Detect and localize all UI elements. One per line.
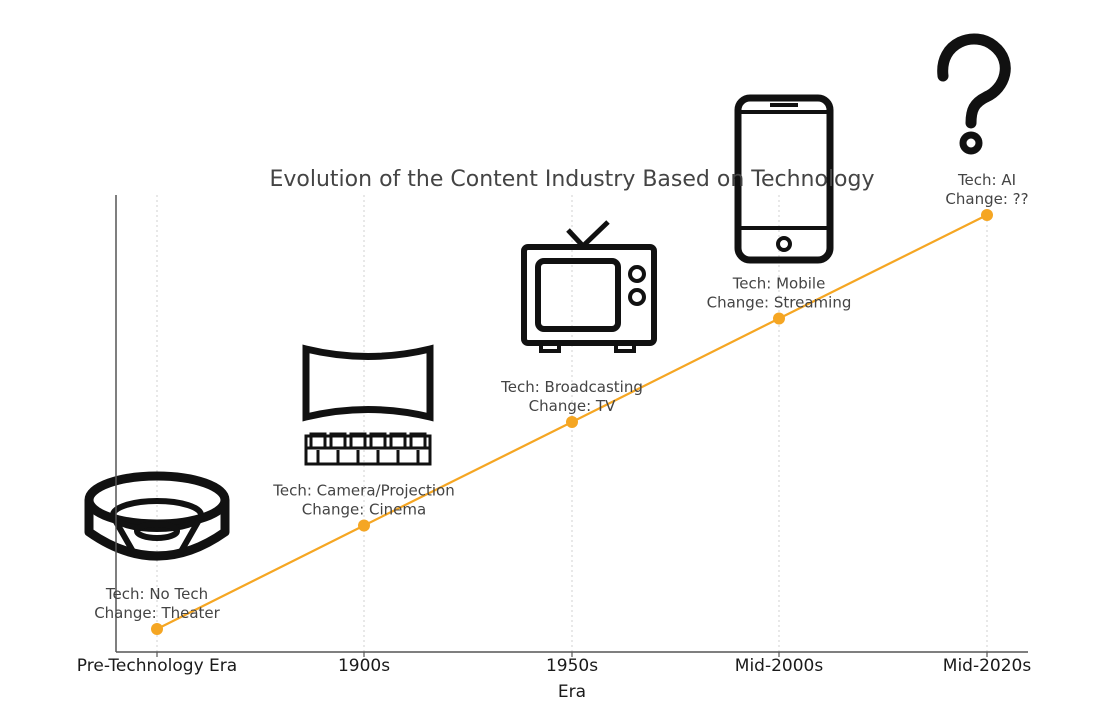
plot-area xyxy=(151,209,993,635)
x-tick-label: Mid-2020s xyxy=(943,656,1032,676)
question-mark-icon xyxy=(937,33,1011,155)
annotation-tech: Tech: No Tech xyxy=(105,585,208,603)
data-point xyxy=(773,312,785,325)
data-point xyxy=(566,416,578,428)
x-axis-label: Era xyxy=(558,682,586,702)
annotation-change: Change: Cinema xyxy=(302,501,426,519)
labels-layer: Evolution of the Content Industry Based … xyxy=(77,167,1032,702)
annotation-change: Change: Streaming xyxy=(707,294,852,312)
cinema-icon xyxy=(302,344,434,466)
data-point xyxy=(981,209,993,221)
axes xyxy=(115,195,1028,653)
smartphone-icon xyxy=(734,94,834,264)
theater-icon xyxy=(84,471,230,561)
annotation-tech: Tech: Broadcasting xyxy=(500,378,643,396)
annotation-tech: Tech: Camera/Projection xyxy=(272,482,455,500)
annotation-change: Change: Theater xyxy=(94,604,220,622)
data-point xyxy=(151,623,163,635)
annotation-change: Change: ?? xyxy=(945,190,1028,208)
annotation-tech: Tech: AI xyxy=(957,171,1016,189)
grid-lines xyxy=(156,195,988,657)
data-point xyxy=(358,519,370,532)
x-tick-label: Mid-2000s xyxy=(735,656,824,676)
x-tick-label: Pre-Technology Era xyxy=(77,656,237,676)
x-tick-label: 1900s xyxy=(338,656,390,676)
x-tick-label: 1950s xyxy=(546,656,598,676)
annotation-change: Change: TV xyxy=(529,397,616,415)
chart-title: Evolution of the Content Industry Based … xyxy=(270,167,875,192)
annotation-tech: Tech: Mobile xyxy=(732,275,826,293)
icons-layer xyxy=(84,33,1011,561)
tv-icon xyxy=(521,220,657,353)
